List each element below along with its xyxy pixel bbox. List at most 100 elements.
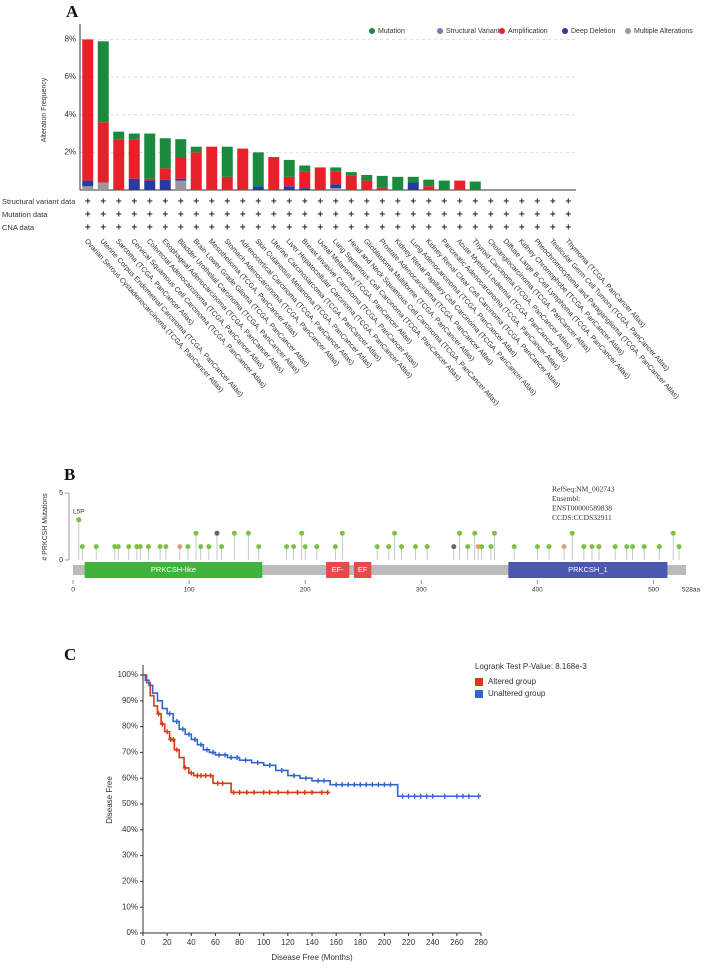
lollipop-head — [457, 530, 463, 536]
censor-mark — [188, 770, 194, 776]
bar-segment — [454, 180, 466, 190]
protein-info: RefSeq:NM_002743 — [552, 485, 615, 494]
legend-swatch — [625, 28, 631, 34]
censor-mark — [220, 780, 226, 786]
bar-segment — [361, 180, 373, 190]
censor-mark — [210, 749, 216, 755]
profile-mark: + — [565, 223, 571, 234]
bar-segment — [283, 159, 295, 177]
censor-mark — [167, 711, 173, 717]
profile-mark: + — [162, 210, 168, 221]
x-tick-label: 500 — [648, 587, 659, 594]
profile-mark: + — [255, 210, 261, 221]
profile-row-label: Structural variant data — [2, 197, 76, 206]
bar-segment — [330, 188, 342, 190]
profile-mark: + — [302, 223, 308, 234]
x-end-label: 528aa — [682, 587, 700, 594]
bar-segment — [299, 165, 311, 172]
profile-mark: + — [488, 197, 494, 208]
censor-mark — [315, 778, 321, 784]
x-tick-label: 20 — [163, 938, 172, 947]
profile-mark: + — [503, 223, 509, 234]
censor-mark — [159, 721, 165, 727]
censor-mark — [406, 793, 412, 799]
profile-mark: + — [85, 210, 91, 221]
legend-title: Logrank Test P-Value: 8.168e-3 — [475, 662, 587, 671]
censor-mark — [208, 773, 214, 779]
profile-mark: + — [379, 210, 385, 221]
censor-mark — [466, 793, 472, 799]
lollipop-head — [284, 544, 290, 550]
panel-letter: C — [64, 645, 76, 664]
y-tick-label: 30% — [122, 851, 138, 860]
censor-mark — [228, 755, 234, 761]
bar-segment — [330, 184, 342, 189]
lollipop-head — [569, 530, 575, 536]
lollipop-head — [339, 530, 345, 536]
lollipop-head — [561, 544, 567, 550]
x-tick-label: 280 — [474, 938, 488, 947]
profile-mark: + — [271, 197, 277, 208]
profile-mark: + — [286, 210, 292, 221]
profile-mark: + — [224, 223, 230, 234]
profile-mark: + — [224, 210, 230, 221]
censor-mark — [303, 775, 309, 781]
bar-segment — [299, 188, 311, 190]
bar-segment — [190, 152, 202, 190]
bar-segment — [82, 186, 94, 190]
censor-mark — [267, 789, 273, 795]
lollipop-head — [256, 544, 262, 550]
lollipop-head — [465, 544, 471, 550]
profile-mark: + — [317, 210, 323, 221]
profile-mark: + — [348, 210, 354, 221]
profile-mark: + — [488, 210, 494, 221]
y-tick-label: 2% — [64, 147, 76, 156]
bar-segment — [268, 157, 280, 190]
profile-mark: + — [302, 197, 308, 208]
censor-mark — [442, 793, 448, 799]
profile-mark: + — [209, 223, 215, 234]
bar-segment — [113, 139, 125, 190]
bar-segment — [175, 158, 187, 179]
x-tick-label: 260 — [450, 938, 464, 947]
censor-mark — [333, 782, 339, 788]
censor-mark — [418, 793, 424, 799]
profile-mark: + — [302, 210, 308, 221]
bar-segment — [299, 171, 311, 189]
bar-segment — [345, 172, 357, 176]
censor-mark — [174, 747, 180, 753]
bar-segment — [128, 139, 140, 179]
y-tick-label: 6% — [64, 72, 76, 81]
lollipop-head — [115, 544, 121, 550]
lollipop-head — [145, 544, 151, 550]
bar-segment — [438, 180, 450, 190]
domain-label: EF — [358, 565, 368, 574]
y-tick-label: 5 — [59, 490, 63, 497]
profile-mark: + — [395, 223, 401, 234]
panel-letter: B — [64, 465, 75, 484]
censor-mark — [460, 793, 466, 799]
lollipop-head — [475, 544, 481, 550]
profile-mark: + — [550, 197, 556, 208]
censor-mark — [375, 782, 381, 788]
profile-mark: + — [550, 223, 556, 234]
lollipop-head — [596, 544, 602, 550]
lollipop-head — [206, 544, 212, 550]
profile-mark: + — [410, 210, 416, 221]
legend-swatch — [369, 28, 375, 34]
bar-segment — [175, 178, 187, 181]
censor-mark — [412, 793, 418, 799]
y-tick-label: 100% — [118, 670, 138, 679]
profile-mark: + — [503, 197, 509, 208]
profile-mark: + — [534, 197, 540, 208]
y-tick-label: 40% — [122, 825, 138, 834]
lollipop-head — [546, 544, 552, 550]
y-tick-label: 0 — [59, 557, 63, 564]
profile-mark: + — [519, 210, 525, 221]
profile-mark: + — [255, 223, 261, 234]
lollipop-head — [392, 530, 398, 536]
bar-segment — [159, 179, 171, 190]
profile-mark: + — [131, 223, 137, 234]
censor-mark — [192, 737, 198, 742]
domain — [353, 562, 372, 578]
